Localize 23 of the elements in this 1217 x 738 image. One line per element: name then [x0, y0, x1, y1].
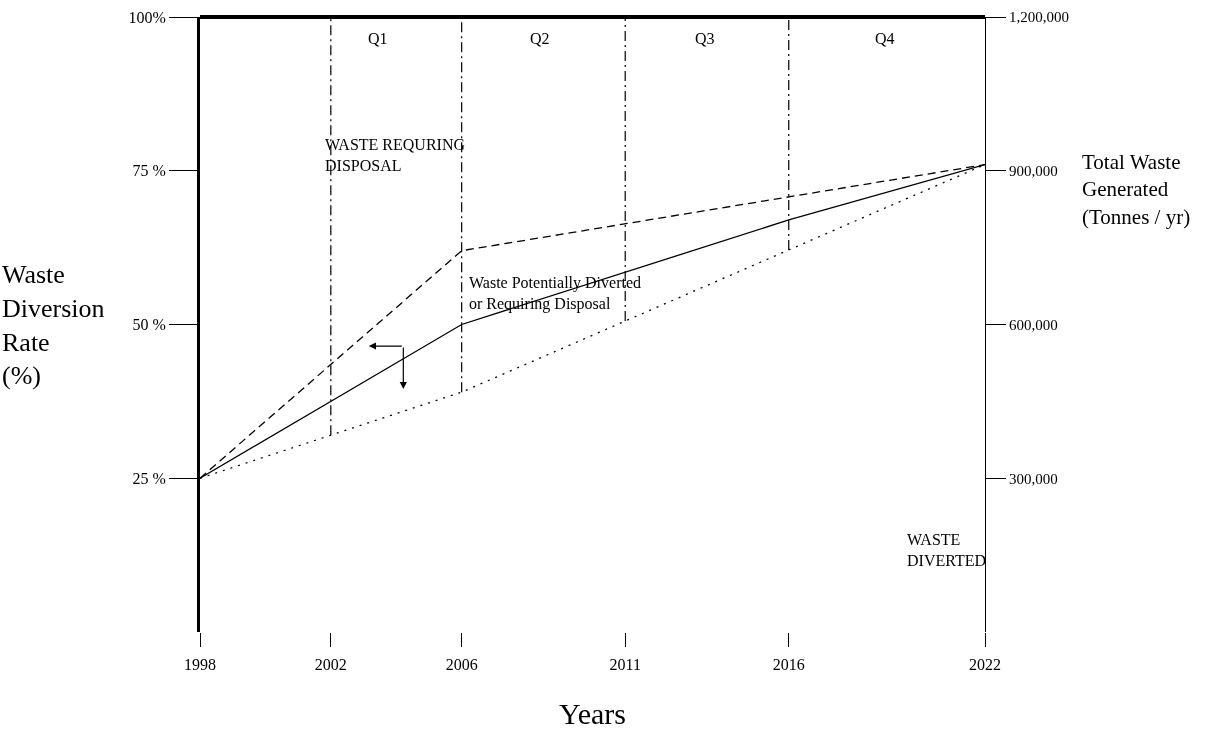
y2-tick-label: 1,200,000: [1009, 9, 1070, 26]
annotation: WASTE REQURING DISPOSAL: [325, 136, 466, 174]
annotation: Q2: [530, 30, 550, 47]
x-tick-label: 1998: [184, 656, 216, 674]
x-tick-label: 2022: [969, 656, 1001, 674]
y-tick-label: 100%: [128, 8, 166, 26]
x-tick-label: 2011: [609, 656, 641, 674]
x-tick-label: 2006: [445, 656, 478, 674]
y-axis-title: Waste Diversion Rate (%): [2, 260, 105, 391]
y-tick-label: 75 %: [132, 162, 166, 180]
annotation: Q4: [875, 30, 895, 47]
y-tick-label: 25 %: [132, 469, 166, 487]
x-axis-title: Years: [559, 696, 626, 730]
annotation: Q3: [695, 30, 715, 47]
y2-tick-label: 600,000: [1009, 316, 1058, 333]
x-tick-label: 2016: [772, 656, 805, 674]
y-tick-label: 50 %: [132, 316, 166, 334]
y2-tick-label: 900,000: [1009, 163, 1058, 179]
y2-tick-label: 300,000: [1009, 470, 1058, 487]
annotation: WASTE DIVERTED: [907, 531, 987, 569]
y2-axis-title: Total Waste Generated (Tonnes / yr): [1082, 150, 1191, 229]
annotation: Q1: [368, 30, 388, 47]
x-tick-label: 2002: [314, 656, 347, 674]
